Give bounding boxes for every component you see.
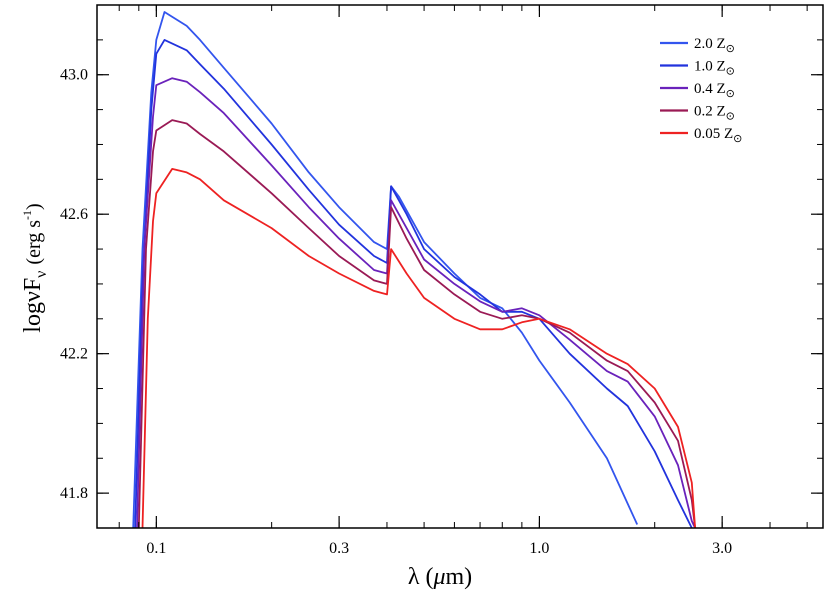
legend-label: 0.05 Z⊙: [694, 126, 742, 145]
x-tick-label: 1.0: [529, 540, 549, 557]
y-tick-label: 42.6: [60, 206, 88, 223]
series-line-0-4z: [136, 77, 696, 528]
x-axis-label: λ (μm): [408, 564, 472, 590]
series-layer: [132, 11, 696, 528]
y-tick-label: 42.2: [60, 346, 88, 363]
series-line-0-2z: [137, 119, 696, 528]
x-tick-label: 0.1: [146, 540, 166, 557]
x-tick-label: 0.3: [329, 540, 349, 557]
legend: 2.0 Z⊙ 1.0 Z⊙ 0.4 Z⊙ 0.2 Z⊙ 0.05 Z⊙: [660, 36, 742, 145]
x-tick-label: 3.0: [712, 540, 732, 557]
legend-label: 2.0 Z⊙: [694, 36, 735, 55]
legend-label: 1.0 Z⊙: [694, 59, 735, 78]
legend-label: 0.2 Z⊙: [694, 104, 735, 123]
plot-frame: [96, 4, 824, 529]
y-tick-label: 41.8: [60, 485, 88, 502]
series-line-2-0z: [132, 11, 639, 528]
series-line-0-05z: [141, 168, 696, 528]
legend-label: 0.4 Z⊙: [694, 81, 735, 100]
y-axis-label: logνFν (erg s-1): [20, 203, 50, 332]
series-line-1-0z: [134, 39, 693, 528]
y-tick-label: 43.0: [60, 67, 88, 84]
ticks-layer: 0.1 0.3 1.0 3.0 41.8 42.2 42.6 43.0: [60, 4, 823, 557]
